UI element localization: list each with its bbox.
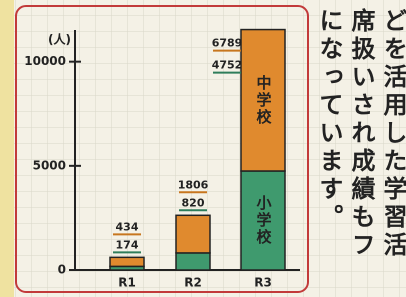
- series-name: 小学校: [255, 195, 273, 246]
- text-column: 席扱いされ成績もフ: [347, 7, 375, 260]
- bar-segment: [110, 257, 144, 266]
- bar-segment: [176, 253, 210, 270]
- y-axis-label: (人): [48, 32, 71, 47]
- value-label: 174: [116, 238, 139, 251]
- x-tick-label: R1: [118, 276, 136, 290]
- margin-strip: [0, 0, 14, 297]
- value-label: 1806: [178, 178, 209, 191]
- y-tick-label: 5000: [33, 158, 66, 172]
- value-label: 6789: [212, 37, 243, 50]
- text-column: どを活用した学習活: [379, 8, 406, 260]
- y-tick-label: 0: [58, 263, 66, 277]
- value-label: 4752: [212, 59, 243, 72]
- text-column: になっています。: [315, 8, 343, 232]
- value-label: 434: [116, 220, 139, 233]
- series-name: 中学校: [255, 74, 273, 126]
- page: (人) どを活用した学習活席扱いされ成績もフになっています。 0 5000 1000…: [0, 0, 406, 297]
- value-label: 820: [182, 196, 205, 209]
- x-tick-label: R2: [184, 276, 202, 290]
- bar-segment: [176, 215, 210, 253]
- y-tick-label: 10000: [24, 54, 66, 68]
- x-tick-label: R3: [254, 276, 272, 290]
